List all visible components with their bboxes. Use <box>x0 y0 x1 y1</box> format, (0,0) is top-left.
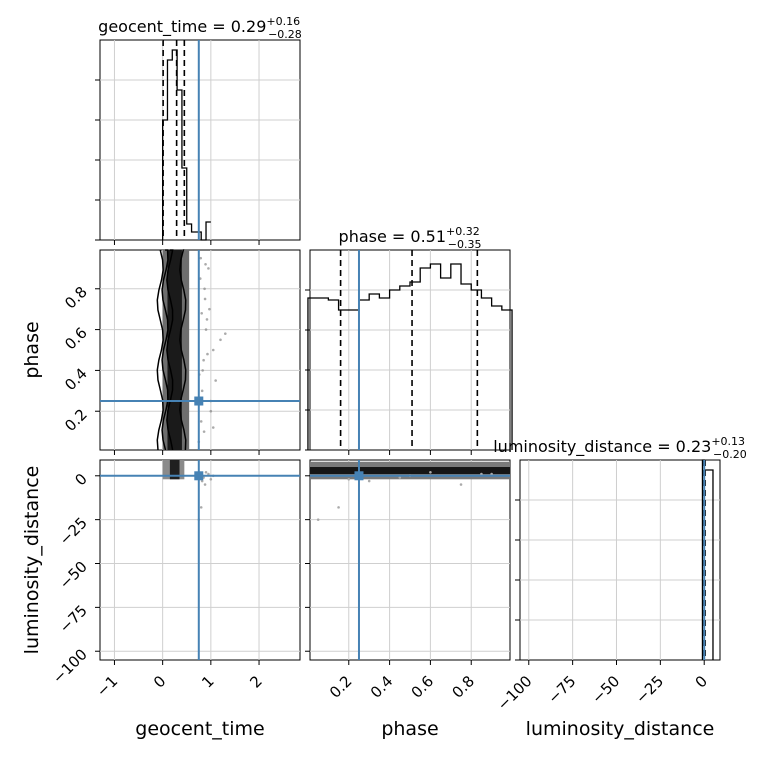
y-label-luminosity-distance: luminosity_distance <box>21 466 43 655</box>
xtick-label-phase-3: 0.8 <box>448 672 478 702</box>
histogram-phase <box>307 263 513 450</box>
xtick-label-geocent_time-3: 2 <box>246 672 265 691</box>
scatter-point <box>211 348 215 352</box>
title-main: phase = 0.51 <box>339 227 446 246</box>
title-minus: −0.20 <box>713 448 747 461</box>
ytick-label-luminosity_distance-1: −75 <box>56 601 91 636</box>
scatter-point <box>219 338 222 342</box>
scatter-point <box>211 426 215 429</box>
truth-marker <box>194 396 204 406</box>
scatter-point <box>200 311 203 315</box>
scatter-point <box>209 477 213 481</box>
density-core <box>167 250 182 450</box>
scatter-point <box>203 483 207 486</box>
xtick-label-geocent_time-1: 0 <box>150 672 169 691</box>
scatter-point <box>367 479 371 483</box>
x-label-phase: phase <box>381 718 438 740</box>
scatter-point <box>204 470 208 474</box>
x-label-geocent-time: geocent_time <box>135 718 264 740</box>
xtick-label-luminosity_distance-4: 0 <box>692 672 711 691</box>
scatter-point <box>199 420 203 423</box>
xtick-label-geocent_time-2: 1 <box>198 672 217 691</box>
contour-line-1 <box>161 249 169 451</box>
title-main: luminosity_distance = 0.23 <box>493 437 711 457</box>
scatter-point <box>203 287 206 291</box>
scatter-point <box>207 472 210 476</box>
scatter-point <box>207 267 210 270</box>
title-plus: +0.32 <box>446 225 480 238</box>
density-core <box>310 467 510 475</box>
histogram-geocent_time <box>162 49 211 241</box>
scatter-point <box>224 332 227 335</box>
scatter-point <box>398 476 402 479</box>
y-label-phase: phase <box>21 321 43 378</box>
scatter-point <box>347 477 351 481</box>
scatter-point <box>429 470 432 474</box>
scatter-point <box>214 379 217 382</box>
title-luminosity_distance: luminosity_distance = 0.23+0.13 −0.20 <box>493 435 747 461</box>
title-plus: +0.16 <box>266 15 300 28</box>
title-phase: phase = 0.51+0.32 −0.35 <box>339 225 482 251</box>
ytick-label-luminosity_distance-3: −25 <box>56 514 91 549</box>
truth-marker <box>354 471 364 481</box>
scatter-point <box>208 307 211 311</box>
title-main: geocent_time = 0.29 <box>98 17 266 37</box>
scatter-point <box>199 256 203 260</box>
luminosity_distance-hist-frame <box>519 459 721 661</box>
xtick-label-phase-0: 0.2 <box>326 672 356 702</box>
geocent_time-vs-phase-frame <box>99 249 301 451</box>
title-geocent_time: geocent_time = 0.29+0.16 −0.28 <box>98 15 302 41</box>
geocent_time-vs-luminosity_distance-frame <box>99 459 301 661</box>
xtick-label-luminosity_distance-0: −100 <box>494 672 536 714</box>
scatter-point <box>200 389 204 393</box>
ytick-label-luminosity_distance-4: 0 <box>71 470 90 489</box>
xtick-label-luminosity_distance-2: −50 <box>588 672 623 707</box>
density-core <box>169 460 180 480</box>
panels: geocent_time = 0.29+0.16 −0.28 0.2 0.4 0.6 0.… <box>49 15 747 714</box>
scatter-point <box>203 297 207 301</box>
contour-line-3 <box>179 249 187 451</box>
xtick-label-phase-2: 0.6 <box>408 672 438 702</box>
xtick-label-geocent_time-0: −1 <box>93 672 121 700</box>
xtick-label-luminosity_distance-1: −75 <box>544 672 579 707</box>
contour-line-2 <box>166 249 174 451</box>
scatter-point <box>202 358 205 362</box>
axis-labels: geocent_time phase luminosity_distance p… <box>21 321 714 740</box>
scatter-point <box>209 409 213 413</box>
title-minus: −0.35 <box>448 238 482 251</box>
ytick-label-phase-0: 0.2 <box>61 405 91 435</box>
xtick-label-luminosity_distance-3: −25 <box>632 672 667 707</box>
title-minus: −0.28 <box>268 28 302 41</box>
contour-line-0 <box>156 249 164 451</box>
scatter-point <box>459 483 463 486</box>
ytick-label-phase-2: 0.6 <box>61 324 91 354</box>
ytick-label-luminosity_distance-2: −50 <box>56 558 91 593</box>
scatter-point <box>201 369 204 372</box>
geocent_time-hist-frame <box>99 39 301 241</box>
ytick-label-luminosity_distance-0: −100 <box>49 645 91 687</box>
x-label-luminosity-distance: luminosity_distance <box>526 718 715 740</box>
scatter-point <box>199 506 203 509</box>
truth-marker <box>194 471 204 481</box>
scatter-point <box>480 472 483 476</box>
xtick-label-phase-1: 0.4 <box>367 672 397 702</box>
scatter-point <box>316 518 320 521</box>
scatter-point <box>204 328 208 331</box>
scatter-point <box>204 262 207 266</box>
phase-vs-luminosity_distance-frame <box>309 459 511 661</box>
scatter-point <box>337 506 340 509</box>
scatter-point <box>206 352 209 356</box>
ytick-label-phase-3: 0.8 <box>61 283 91 313</box>
scatter-point <box>200 479 204 483</box>
ytick-label-phase-1: 0.4 <box>61 365 91 395</box>
scatter-point <box>205 318 209 321</box>
scatter-point <box>490 472 493 476</box>
scatter-point <box>202 430 206 433</box>
density-geocent_time-phase <box>156 249 227 451</box>
title-plus: +0.13 <box>711 435 745 448</box>
